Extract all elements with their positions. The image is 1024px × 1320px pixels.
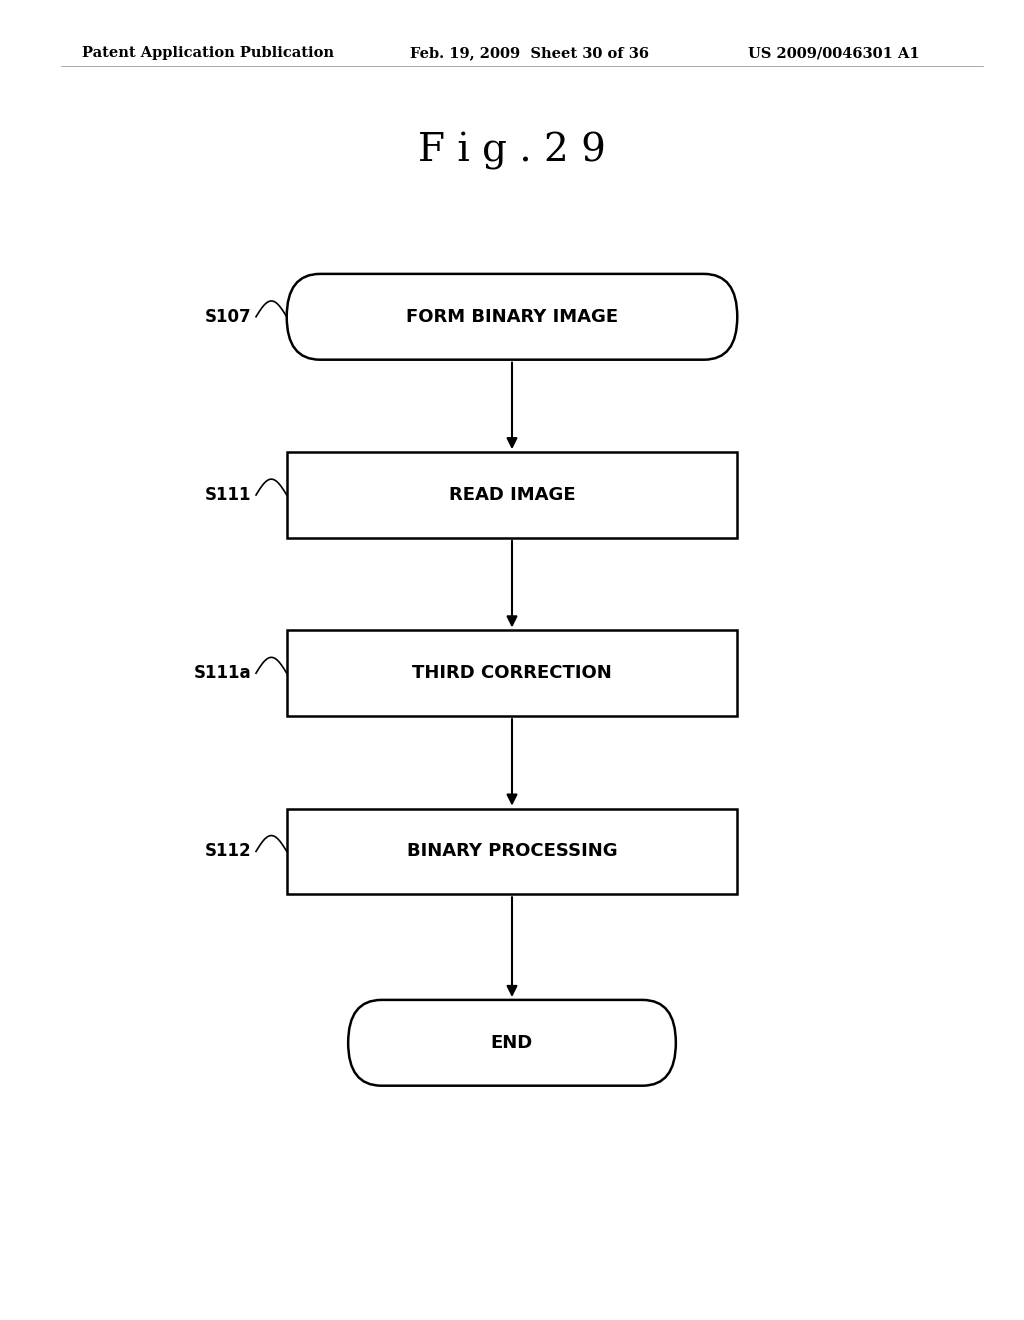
Text: FORM BINARY IMAGE: FORM BINARY IMAGE — [406, 308, 618, 326]
Text: S107: S107 — [204, 308, 251, 326]
Text: Feb. 19, 2009  Sheet 30 of 36: Feb. 19, 2009 Sheet 30 of 36 — [410, 46, 648, 61]
Text: Patent Application Publication: Patent Application Publication — [82, 46, 334, 61]
FancyBboxPatch shape — [348, 1001, 676, 1085]
FancyBboxPatch shape — [287, 275, 737, 359]
Text: END: END — [490, 1034, 534, 1052]
Text: S112: S112 — [204, 842, 251, 861]
Text: THIRD CORRECTION: THIRD CORRECTION — [412, 664, 612, 682]
Text: US 2009/0046301 A1: US 2009/0046301 A1 — [748, 46, 920, 61]
Bar — [287, 631, 737, 715]
Bar — [287, 808, 737, 895]
Text: F i g . 2 9: F i g . 2 9 — [418, 132, 606, 170]
Text: READ IMAGE: READ IMAGE — [449, 486, 575, 504]
Text: BINARY PROCESSING: BINARY PROCESSING — [407, 842, 617, 861]
Text: S111: S111 — [205, 486, 251, 504]
Text: S111a: S111a — [194, 664, 251, 682]
Bar — [287, 451, 737, 539]
